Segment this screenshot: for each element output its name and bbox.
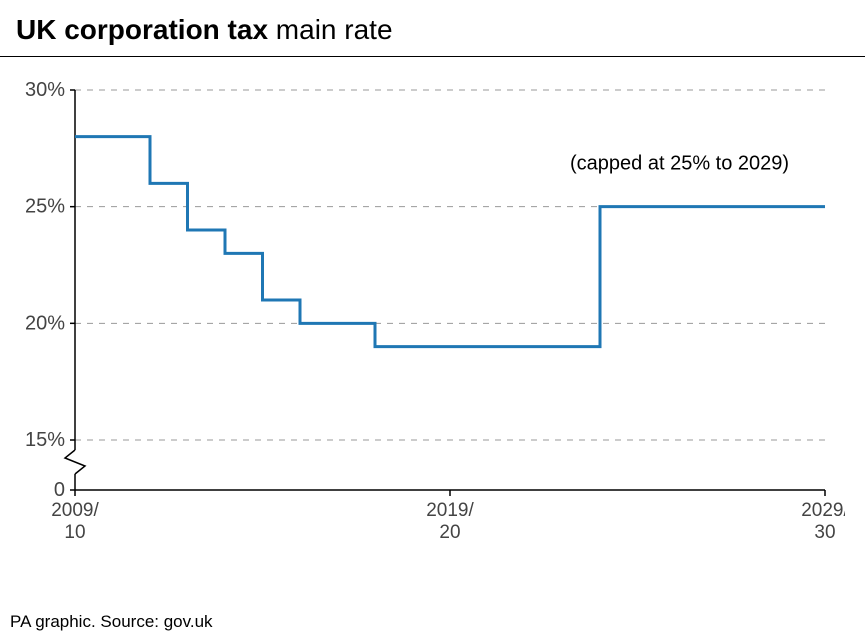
title-bold: UK corporation tax: [16, 14, 268, 45]
x-tick-label: 2019/: [426, 500, 474, 521]
x-tick-label: 20: [439, 522, 460, 543]
y-tick-label: 15%: [25, 429, 65, 451]
chart-svg: 30% 25% 20% 15% 02009/10 2019/20 2029/30 (cappe…: [25, 70, 845, 580]
x-tick-label: 10: [64, 522, 85, 543]
source-footer: PA graphic. Source: gov.uk: [10, 612, 213, 632]
title-light: main rate: [268, 14, 393, 45]
x-tick-label: 2029/: [801, 500, 845, 521]
y-tick-label: 20%: [25, 312, 65, 334]
x-tick-label: 2009/: [51, 500, 99, 521]
axis-break-icon: [65, 450, 85, 474]
y-tick-label: 30%: [25, 79, 65, 101]
y-tick-label: 25%: [25, 196, 65, 218]
y-tick-label: 0: [54, 479, 65, 501]
chart-title: UK corporation tax main rate: [0, 0, 865, 57]
step-chart: 30% 25% 20% 15% 02009/10 2019/20 2029/30 (cappe…: [25, 70, 845, 580]
chart-annotation: (capped at 25% to 2029): [570, 152, 789, 174]
x-tick-label: 30: [814, 522, 835, 543]
